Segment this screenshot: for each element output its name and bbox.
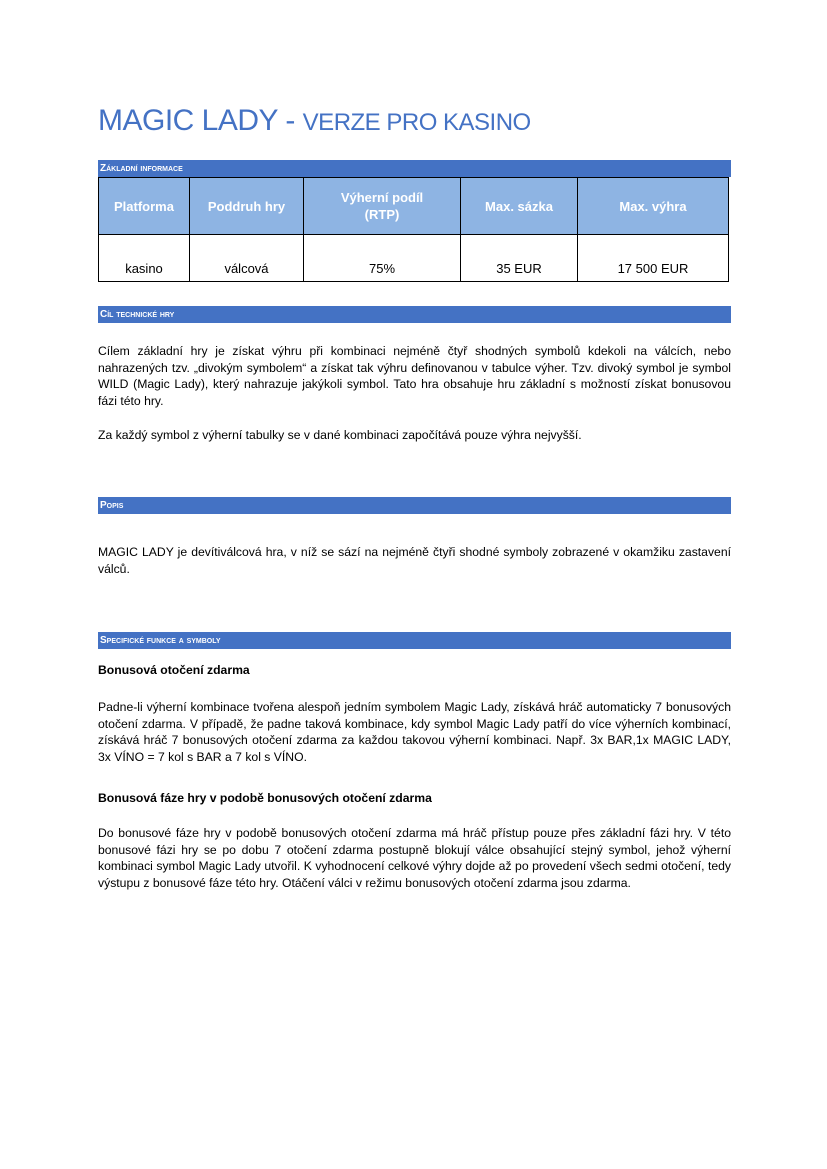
table-header: Platforma (98, 177, 190, 235)
goal-paragraph-2: Za každý symbol z výherní tabulky se v d… (98, 428, 582, 442)
description-paragraph: MAGIC LADY je devítiválcová hra, v níž s… (98, 545, 731, 576)
table-header: Poddruh hry (189, 177, 304, 235)
title-main: MAGIC LADY - (98, 104, 303, 137)
table-header-row: Platforma Poddruh hry Výherní podíl (RTP… (98, 177, 729, 235)
table-cell: 75% (303, 234, 461, 282)
table-header: Max. sázka (460, 177, 578, 235)
page-title: MAGIC LADY - VERZE PRO KASINO (98, 104, 731, 138)
goal-paragraph-1: Cílem základní hry je získat výhru při k… (98, 344, 731, 408)
feature-heading-2: Bonusová fáze hry v podobě bonusových ot… (98, 791, 432, 805)
table-row: kasino válcová 75% 35 EUR 17 500 EUR (98, 234, 729, 282)
table-header: Max. výhra (577, 177, 729, 235)
feature-paragraph-1: Padne-li výherní kombinace tvořena alesp… (98, 700, 731, 764)
title-sub: VERZE PRO KASINO (302, 109, 532, 136)
feature-heading-1: Bonusová otočení zdarma (98, 663, 250, 677)
section-header-basic: Základní informace (98, 160, 731, 177)
feature-paragraph-2: Do bonusové fáze hry v podobě bonusových… (98, 826, 731, 890)
section-header-goal: Cíl technické hry (98, 306, 731, 323)
table-cell: 35 EUR (460, 234, 578, 282)
table-cell: válcová (189, 234, 304, 282)
table-cell: 17 500 EUR (577, 234, 729, 282)
table-cell: kasino (98, 234, 190, 282)
section-header-description: Popis (98, 497, 731, 514)
section-header-features: Specifické funkce a symboly (98, 632, 731, 649)
info-table: Platforma Poddruh hry Výherní podíl (RTP… (98, 177, 729, 282)
table-header: Výherní podíl (RTP) (303, 177, 461, 235)
